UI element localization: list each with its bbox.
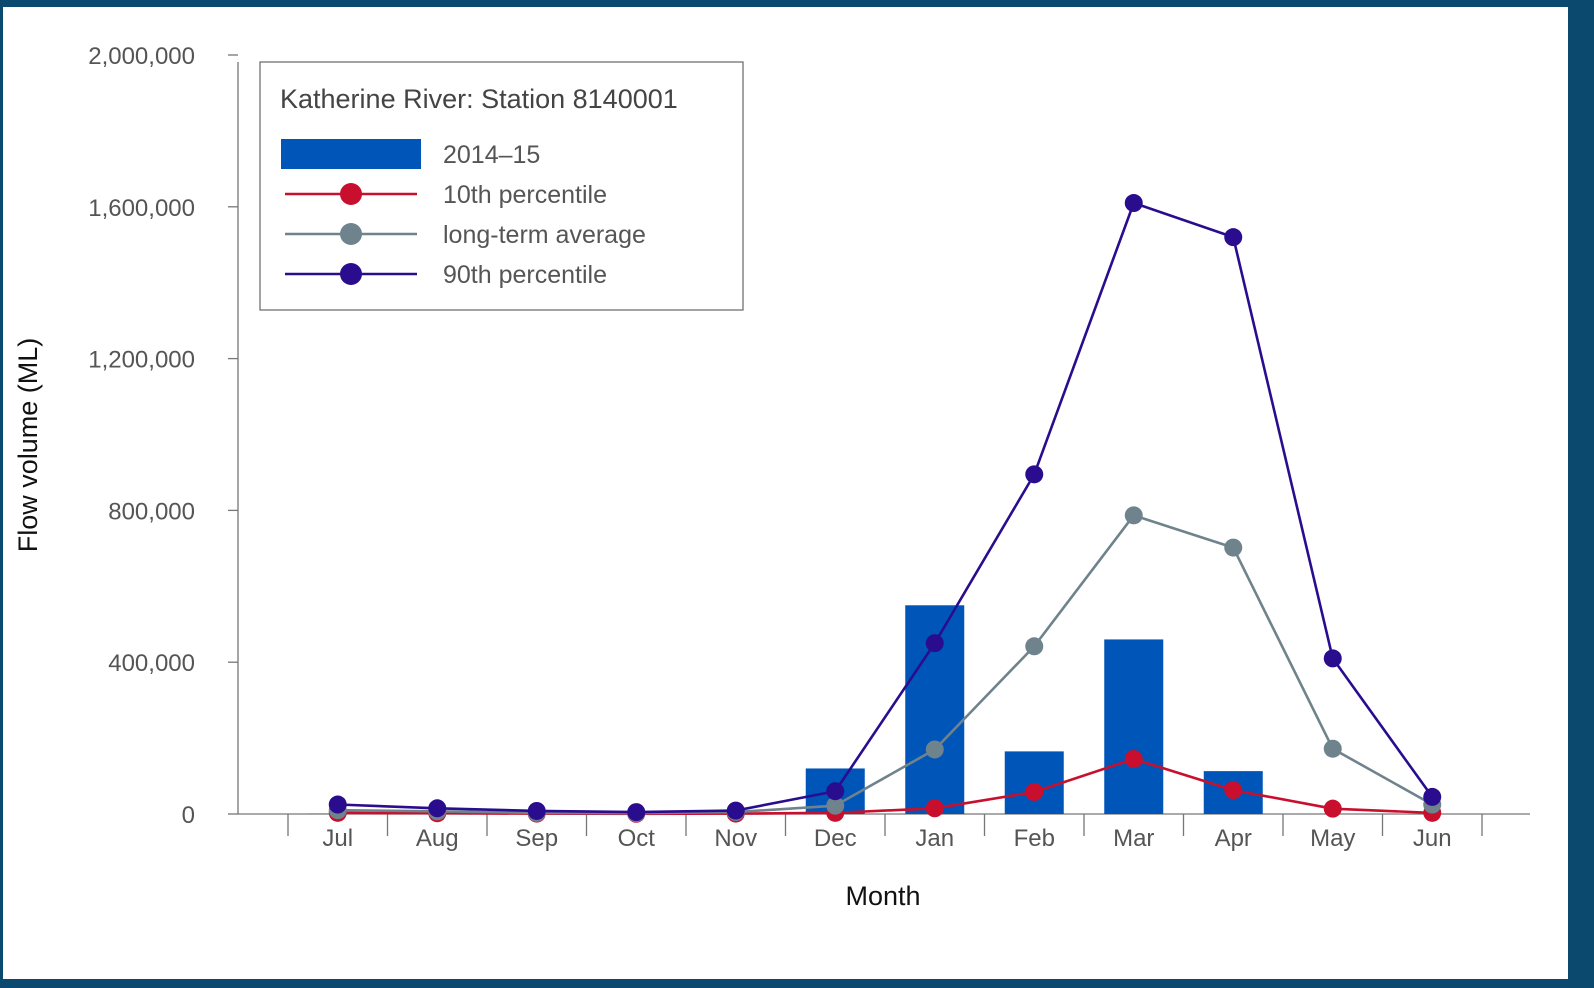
flow-volume-chart: 0 400,000 800,000 1,200,000 1,600,000 2,000,0… — [13, 43, 1530, 911]
y-tick-label: 1,600,000 — [88, 195, 195, 222]
data-point — [1224, 781, 1243, 800]
data-point — [1124, 506, 1143, 525]
x-tick-label: Feb — [1014, 825, 1055, 852]
x-tick-label: Aug — [416, 825, 459, 852]
x-axis: Jul Aug Sep Oct Nov Dec Jan Feb Mar Apr May Jun — [238, 813, 1530, 852]
x-tick-label: Mar — [1113, 825, 1154, 852]
y-axis: 0 400,000 800,000 1,200,000 1,600,000 2,000,0… — [88, 43, 239, 829]
data-point — [1025, 637, 1044, 656]
chart-container: 0 400,000 800,000 1,200,000 1,600,000 2,000,0… — [3, 7, 1568, 979]
legend-box — [259, 61, 744, 311]
y-axis-title: Flow volume (ML) — [13, 338, 43, 553]
legend-swatch-marker — [340, 183, 362, 205]
y-tick-label: 400,000 — [108, 650, 195, 677]
series-line — [337, 514, 1433, 815]
data-point — [1323, 649, 1342, 668]
y-tick-label: 800,000 — [108, 498, 195, 525]
data-point — [925, 799, 944, 818]
data-point — [428, 799, 447, 818]
y-tick-label: 0 — [182, 802, 195, 829]
bar — [1004, 751, 1064, 814]
data-point — [1323, 799, 1342, 818]
legend-label: 10th percentile — [443, 181, 607, 209]
data-point — [1224, 538, 1243, 557]
x-tick-label: Jun — [1413, 825, 1452, 852]
data-point — [1025, 782, 1044, 801]
data-point — [1323, 739, 1342, 758]
legend-label: 2014–15 — [443, 141, 540, 169]
data-point — [1423, 787, 1442, 806]
data-point — [726, 801, 745, 820]
legend-label: 90th percentile — [443, 261, 607, 289]
x-tick-label: Jan — [915, 825, 954, 852]
data-point — [925, 634, 944, 653]
x-tick-label: May — [1310, 825, 1355, 852]
data-point — [1124, 194, 1143, 213]
series-line — [337, 201, 1434, 814]
legend: Katherine River: Station 8140001 2014–15… — [259, 61, 744, 311]
x-tick-label: Jul — [322, 825, 353, 852]
legend-swatch-marker — [340, 263, 362, 285]
series-line — [337, 757, 1433, 816]
y-tick-label: 1,200,000 — [88, 347, 195, 374]
x-tick-label: Sep — [515, 825, 558, 852]
data-point — [826, 782, 845, 801]
data-point — [1224, 228, 1243, 247]
data-point — [627, 803, 646, 822]
chart-title: Katherine River: Station 8140001 — [280, 84, 678, 114]
line-series — [328, 194, 1442, 823]
x-tick-label: Apr — [1215, 825, 1252, 852]
x-tick-label: Dec — [814, 825, 857, 852]
data-point — [925, 740, 944, 759]
x-tick-label: Oct — [618, 825, 656, 852]
data-point — [1124, 749, 1143, 768]
legend-swatch-marker — [340, 223, 362, 245]
legend-label: long-term average — [443, 221, 646, 249]
data-point — [328, 795, 347, 814]
bar-series — [308, 605, 1263, 814]
data-point — [527, 801, 546, 820]
x-axis-title: Month — [845, 881, 920, 911]
bar — [1104, 639, 1164, 814]
data-point — [826, 796, 845, 815]
legend-swatch — [281, 139, 421, 169]
line-series-group — [328, 194, 1442, 822]
x-tick-label: Nov — [714, 825, 757, 852]
data-point — [1025, 465, 1044, 484]
line-series-group — [328, 506, 1442, 823]
y-tick-label: 2,000,000 — [88, 43, 195, 70]
